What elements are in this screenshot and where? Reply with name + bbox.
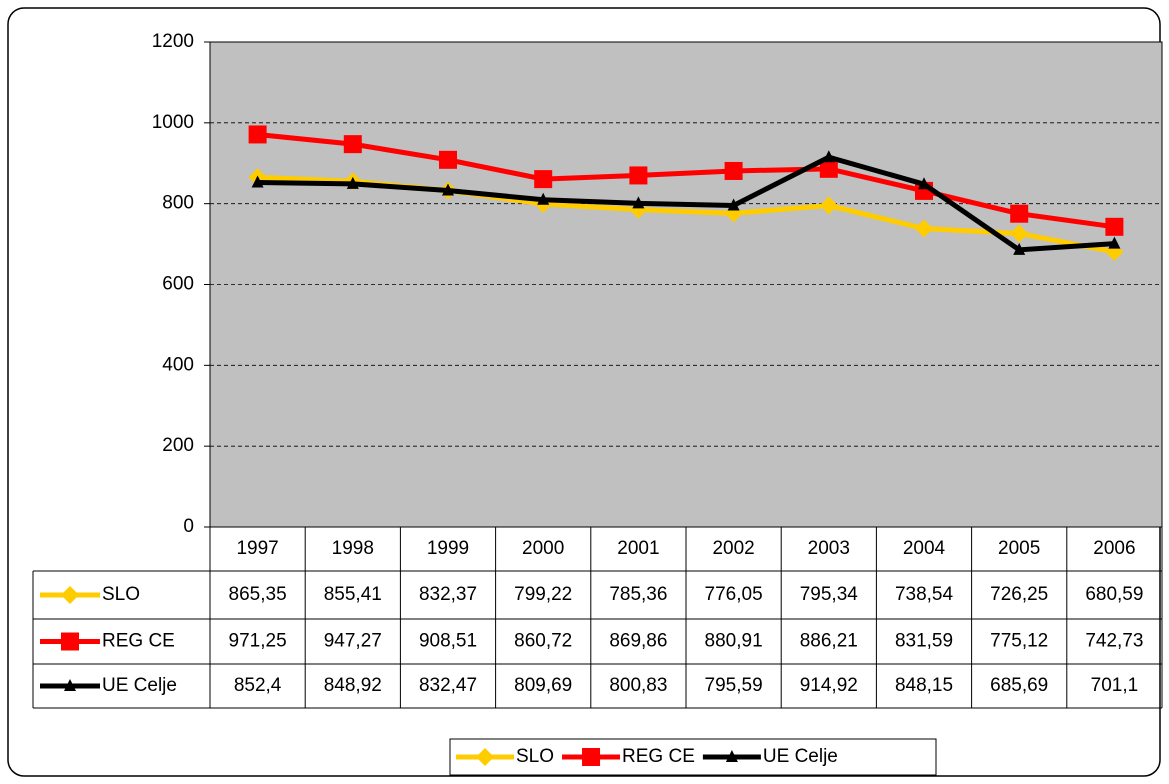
table-value: 795,59 [705, 675, 763, 696]
legend-label: REG CE [622, 746, 695, 767]
data-point [1108, 236, 1121, 249]
data-point [534, 170, 553, 189]
y-tick-label: 0 [183, 516, 194, 537]
table-value: 800,83 [609, 675, 667, 696]
table-value: 832,47 [419, 675, 477, 696]
series-line [257, 154, 1115, 253]
data-point [727, 198, 740, 211]
y-tick-label: 1000 [152, 112, 194, 133]
y-tick-label: 200 [162, 435, 194, 456]
y-tick-label: 600 [162, 274, 194, 295]
table-value: 776,05 [705, 584, 763, 605]
x-tick-label: 2006 [1093, 538, 1135, 559]
table-value: 914,92 [800, 675, 858, 696]
y-tick-label: 1200 [152, 31, 194, 52]
table-value: 680,59 [1085, 584, 1143, 605]
table-value: 831,59 [895, 631, 953, 652]
data-point [1105, 217, 1124, 236]
table-value: 832,37 [419, 584, 477, 605]
table-value: 685,69 [990, 675, 1048, 696]
legend-marker [476, 748, 494, 766]
table-value: 738,54 [895, 584, 954, 605]
table-value: 785,36 [609, 584, 667, 605]
data-point [439, 150, 457, 169]
data-point [629, 166, 648, 185]
table-value: 855,41 [324, 584, 382, 605]
y-tick-label: 800 [162, 193, 194, 214]
series-line [257, 131, 1115, 230]
table-value: 775,12 [990, 631, 1048, 652]
x-tick-label: 1999 [427, 538, 469, 559]
legend-marker [725, 750, 738, 762]
legend-label: SLO [102, 584, 140, 605]
table-value: 848,15 [895, 675, 953, 696]
data-point [632, 196, 645, 209]
x-tick-label: 1997 [236, 538, 278, 559]
data-point [918, 177, 930, 190]
x-tick-label: 2005 [998, 538, 1040, 559]
legend-label: UE Celje [763, 746, 838, 767]
legend-marker [61, 586, 79, 604]
table-value: 865,35 [229, 584, 287, 605]
legend-marker [61, 632, 79, 651]
data-point [537, 192, 550, 205]
data-point [1010, 204, 1029, 223]
table-value: 799,22 [514, 584, 572, 605]
table-value: 848,92 [324, 675, 382, 696]
data-point [442, 183, 454, 196]
data-point [343, 135, 362, 154]
y-tick-label: 400 [162, 354, 194, 375]
data-point [346, 176, 359, 189]
table-value: 971,25 [229, 631, 287, 652]
table-value: 880,91 [705, 631, 763, 652]
table-value: 886,21 [800, 631, 858, 652]
table-value: 869,86 [609, 631, 667, 652]
data-point [1010, 224, 1029, 243]
x-tick-label: 2003 [808, 538, 850, 559]
legend-label: REG CE [102, 631, 175, 652]
x-tick-label: 2002 [712, 538, 754, 559]
data-point [819, 159, 838, 178]
data-point [822, 150, 835, 163]
legend-label: SLO [516, 746, 554, 767]
data-point [819, 196, 838, 215]
table-value: 742,73 [1085, 631, 1143, 652]
x-tick-label: 1998 [332, 538, 374, 559]
table-value: 701,1 [1091, 675, 1139, 696]
legend-label: UE Celje [102, 675, 177, 696]
data-point [915, 219, 933, 238]
legend-marker [582, 748, 601, 766]
x-tick-label: 2001 [617, 538, 659, 559]
x-tick-label: 2000 [522, 538, 564, 559]
table-value: 726,25 [990, 584, 1048, 605]
data-point [1013, 242, 1026, 255]
data-point [724, 161, 743, 180]
data-point [248, 125, 267, 144]
table-value: 860,72 [514, 631, 572, 652]
table-value: 947,27 [324, 631, 382, 652]
table-value: 795,34 [800, 584, 859, 605]
x-tick-label: 2004 [903, 538, 946, 559]
legend-marker [64, 679, 76, 691]
legend-box [449, 738, 937, 776]
table-value: 908,51 [419, 631, 477, 652]
table-value: 852,4 [234, 675, 282, 696]
table-value: 809,69 [514, 675, 572, 696]
data-point [251, 175, 264, 188]
